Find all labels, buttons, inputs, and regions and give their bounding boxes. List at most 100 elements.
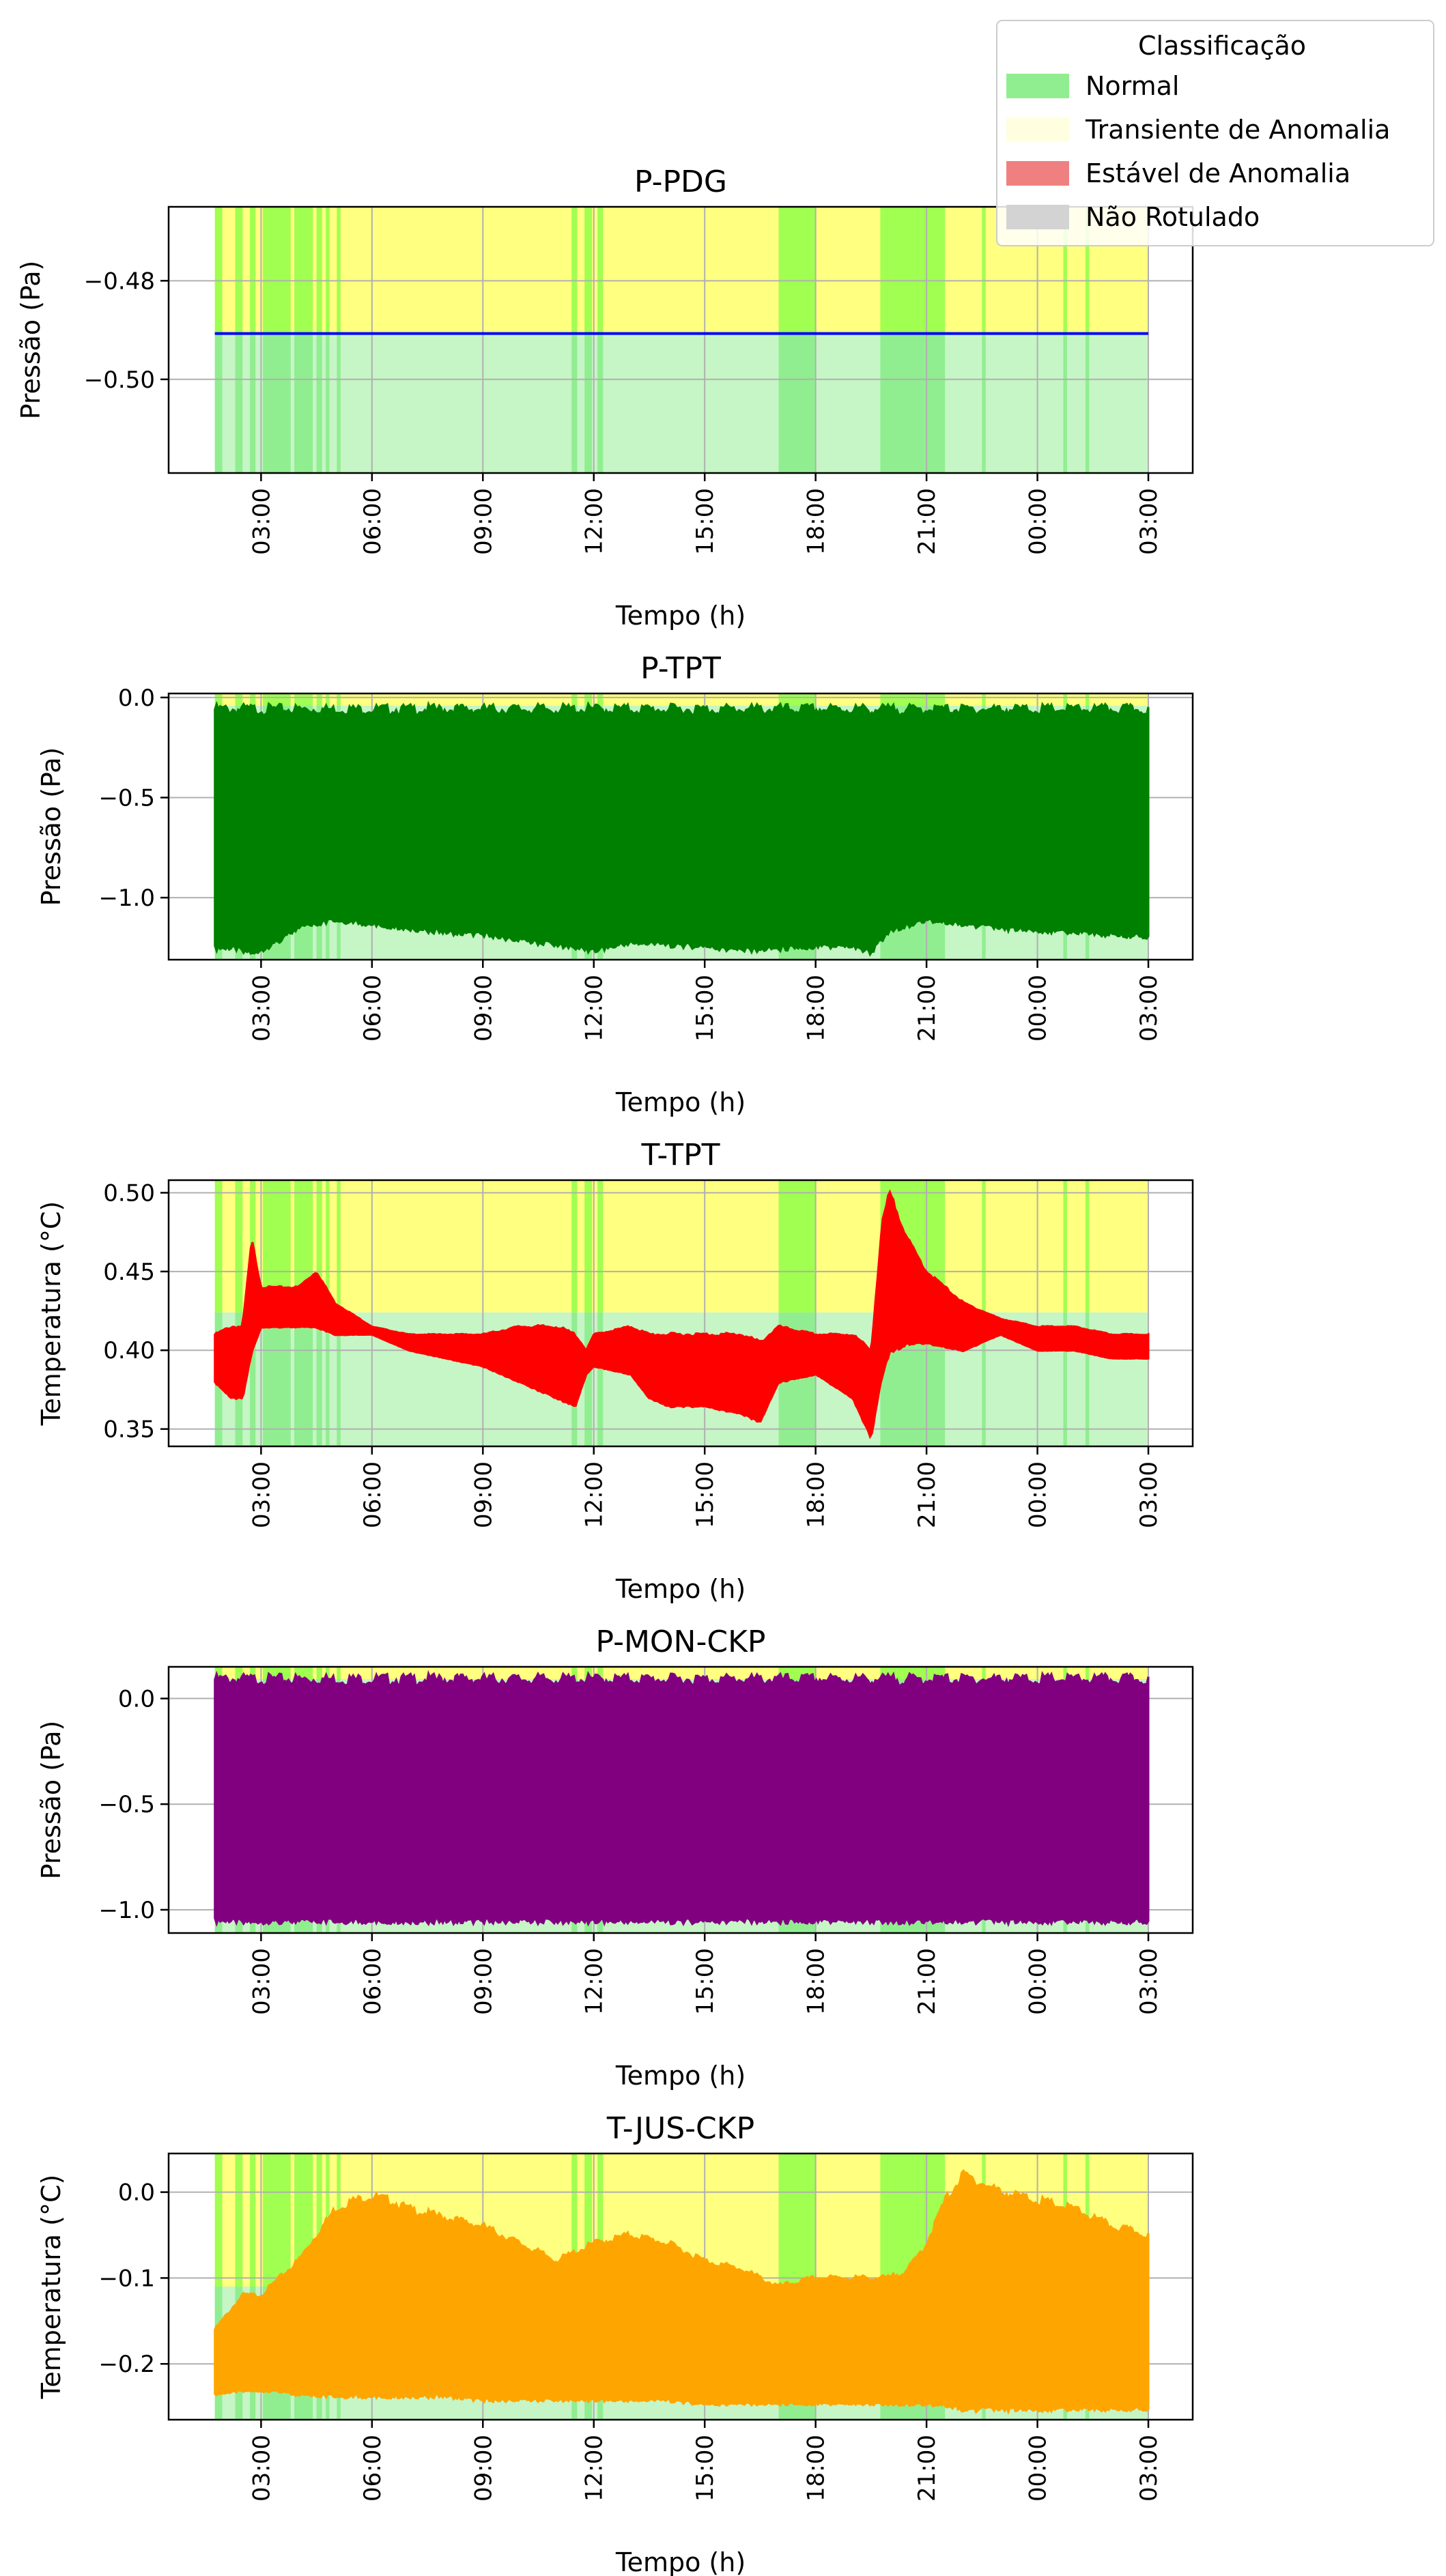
- x-tick-label: 00:00: [1025, 488, 1052, 555]
- axes-frame: [167, 692, 1194, 961]
- band-normal-interval: [982, 693, 986, 706]
- band-normal-interval: [982, 207, 986, 334]
- x-tick-label: 09:00: [470, 1948, 497, 2015]
- chart-title: T-TPT: [641, 1138, 720, 1173]
- band-normal-interval: [880, 333, 946, 473]
- axes-frame: [167, 205, 1194, 474]
- band-normal-interval: [214, 693, 223, 706]
- panel-p-pdg: 03:00 06:00 09:00 12:00 15:00 18:00 21:00 00:00…: [16, 164, 1194, 631]
- band-normal-interval: [250, 207, 256, 334]
- band-normal-interval: [316, 693, 322, 706]
- band-normal-interval: [326, 693, 330, 706]
- x-tick-label: 12:00: [581, 975, 608, 1042]
- band-normal-interval: [571, 333, 578, 473]
- band-normal-interval: [1063, 1180, 1067, 1313]
- axes-frame: [167, 1665, 1194, 1934]
- band-normal-interval: [263, 2153, 291, 2287]
- band-normal-interval: [316, 1667, 322, 1679]
- band-transient: [214, 693, 1149, 706]
- y-axis-label: Temperatura (°C): [36, 1201, 66, 1427]
- band-normal-interval: [337, 1667, 341, 1679]
- band-normal-interval: [982, 1180, 986, 1313]
- band-normal-interval: [778, 693, 816, 706]
- band-normal-interval: [597, 333, 604, 473]
- band-normal-interval: [584, 207, 593, 334]
- band-normal-interval: [597, 207, 604, 334]
- band-normal-interval: [597, 1180, 604, 1313]
- x-tick-label: 09:00: [470, 488, 497, 555]
- panels: 03:00 06:00 09:00 12:00 15:00 18:00 21:00 00:00…: [16, 164, 1194, 2576]
- band-normal-interval: [235, 1667, 243, 1679]
- legend-swatch: [1006, 74, 1069, 98]
- series-envelope: [214, 1189, 1150, 1440]
- x-tick-label: 00:00: [1025, 975, 1052, 1042]
- band-normal-interval: [571, 693, 578, 706]
- x-tick-label: 00:00: [1025, 1948, 1052, 2015]
- band-normal-interval: [316, 2153, 322, 2287]
- band-normal-interval: [214, 207, 223, 334]
- band-normal-interval: [294, 1312, 313, 1446]
- x-tick-label: 18:00: [803, 2435, 830, 2502]
- band-normal-interval: [1063, 693, 1067, 706]
- band-normal-interval: [597, 693, 604, 706]
- band-normal-interval: [294, 693, 313, 706]
- x-tick-label: 21:00: [913, 488, 941, 555]
- band-normal-interval: [337, 1180, 341, 1313]
- x-tick-label: 03:00: [1135, 488, 1163, 555]
- x-axis-label: Tempo (h): [615, 601, 746, 631]
- x-tick-label: 09:00: [470, 975, 497, 1042]
- band-normal-interval: [1085, 1312, 1090, 1446]
- y-tick-label: 0.40: [103, 1337, 155, 1364]
- plot-area: [169, 207, 1193, 473]
- band-normal-interval: [597, 2153, 604, 2287]
- band-normal-interval: [326, 1667, 330, 1679]
- y-tick-label: −1.0: [98, 1897, 155, 1924]
- band-normal-interval: [778, 2153, 816, 2287]
- x-tick-label: 03:00: [1135, 1461, 1163, 1528]
- x-tick-label: 03:00: [248, 488, 275, 555]
- band-normal-interval: [597, 1312, 604, 1446]
- x-tick-label: 15:00: [692, 2435, 719, 2502]
- series-envelope: [214, 1670, 1150, 1928]
- band-normal-interval: [584, 693, 593, 706]
- x-tick-label: 18:00: [803, 488, 830, 555]
- band-normal-interval: [294, 333, 313, 473]
- x-tick-label: 18:00: [803, 1461, 830, 1528]
- band-normal-interval: [294, 207, 313, 334]
- y-tick-label: −1.0: [98, 885, 155, 912]
- band-normal-interval: [337, 207, 341, 334]
- band-normal-interval: [250, 1312, 256, 1446]
- band-normal-interval: [778, 333, 816, 473]
- y-axis-label: Pressão (Pa): [16, 261, 46, 420]
- x-tick-label: 06:00: [359, 1461, 386, 1528]
- band-normal-interval: [880, 693, 946, 706]
- legend-label: Não Rotulado: [1086, 202, 1260, 232]
- band-normal-interval: [235, 1180, 243, 1313]
- band-normal-interval: [337, 693, 341, 706]
- x-tick-label: 15:00: [692, 1461, 719, 1528]
- band-transient: [214, 207, 1149, 334]
- y-tick-label: −0.5: [98, 1791, 155, 1818]
- band-normal-interval: [778, 1180, 816, 1313]
- y-tick-label: 0.35: [103, 1416, 155, 1444]
- band-normal-interval: [584, 2153, 593, 2287]
- band-normal-interval: [1063, 1667, 1067, 1679]
- x-tick-label: 21:00: [913, 1948, 941, 2015]
- x-tick-label: 03:00: [1135, 2435, 1163, 2502]
- series-envelope: [214, 2169, 1150, 2415]
- band-normal-interval: [1085, 693, 1090, 706]
- band-normal-interval: [571, 1667, 578, 1679]
- y-axis-label: Temperatura (°C): [36, 2175, 66, 2400]
- y-axis-label: Pressão (Pa): [36, 747, 66, 906]
- y-tick-label: −0.50: [84, 367, 155, 394]
- band-normal-interval: [250, 693, 256, 706]
- band-normal-interval: [214, 333, 223, 473]
- band-normal-interval: [778, 207, 816, 334]
- y-tick-label: −0.5: [98, 784, 155, 812]
- legend-label: Transiente de Anomalia: [1085, 115, 1390, 145]
- chart-title: P-TPT: [640, 651, 721, 686]
- y-tick-label: 0.0: [118, 1685, 155, 1713]
- band-normal-interval: [1063, 1312, 1067, 1446]
- band-normal-interval: [250, 1667, 256, 1679]
- panel-t-tpt: 03:00 06:00 09:00 12:00 15:00 18:00 21:00 00:00…: [36, 1138, 1194, 1604]
